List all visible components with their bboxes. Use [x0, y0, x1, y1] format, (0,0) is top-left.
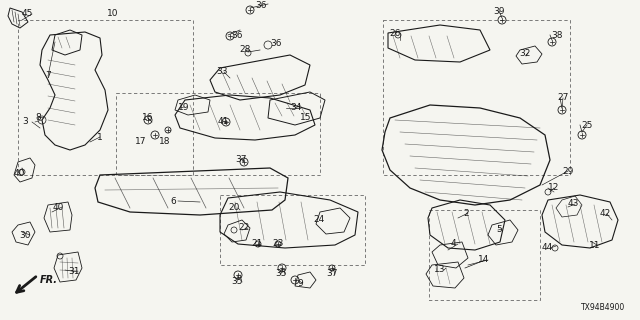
- Text: 25: 25: [581, 121, 593, 130]
- Text: 22: 22: [238, 223, 250, 233]
- Text: 14: 14: [478, 255, 490, 265]
- Text: 35: 35: [275, 269, 287, 278]
- Text: 12: 12: [548, 183, 560, 193]
- Text: 21: 21: [252, 238, 262, 247]
- Text: 37: 37: [326, 269, 338, 278]
- Text: 36: 36: [255, 2, 267, 11]
- Text: 20: 20: [228, 204, 240, 212]
- Text: 40: 40: [13, 169, 25, 178]
- Bar: [383, 20, 570, 175]
- Text: 39: 39: [493, 6, 505, 15]
- Text: 3: 3: [22, 117, 28, 126]
- Text: 30: 30: [19, 230, 31, 239]
- Text: 45: 45: [21, 10, 33, 19]
- Text: 38: 38: [551, 30, 563, 39]
- Text: 11: 11: [589, 241, 601, 250]
- Bar: [429, 210, 540, 300]
- Text: 10: 10: [108, 10, 119, 19]
- Bar: [220, 195, 365, 265]
- Text: 40: 40: [52, 203, 64, 212]
- Text: 34: 34: [291, 103, 301, 113]
- Text: 28: 28: [239, 45, 251, 54]
- Text: 35: 35: [231, 277, 243, 286]
- Text: 16: 16: [142, 114, 154, 123]
- Text: 36: 36: [270, 39, 282, 49]
- Text: 33: 33: [216, 68, 228, 76]
- Text: 23: 23: [272, 238, 284, 247]
- Text: 17: 17: [135, 137, 147, 146]
- Text: 27: 27: [557, 93, 569, 102]
- Text: 6: 6: [170, 196, 176, 205]
- Text: 43: 43: [567, 199, 579, 209]
- Text: 15: 15: [300, 114, 312, 123]
- Text: 4: 4: [450, 239, 456, 249]
- Text: 7: 7: [45, 71, 51, 81]
- Text: 26: 26: [389, 28, 401, 37]
- Text: 41: 41: [218, 116, 228, 125]
- Text: 37: 37: [236, 155, 247, 164]
- Text: 18: 18: [159, 137, 171, 146]
- Text: 8: 8: [35, 113, 41, 122]
- Text: 2: 2: [463, 209, 469, 218]
- Text: TX94B4900: TX94B4900: [580, 303, 625, 312]
- Text: 19: 19: [179, 102, 189, 111]
- Text: 36: 36: [231, 31, 243, 41]
- Text: 31: 31: [68, 268, 80, 276]
- Text: 5: 5: [496, 225, 502, 234]
- Bar: [18, 20, 193, 175]
- Text: 44: 44: [541, 244, 552, 252]
- Text: 13: 13: [435, 266, 445, 275]
- Text: 9: 9: [297, 278, 303, 287]
- Bar: [116, 93, 320, 175]
- Text: 42: 42: [600, 210, 611, 219]
- Text: 32: 32: [519, 49, 531, 58]
- Text: 24: 24: [314, 215, 324, 225]
- Text: FR.: FR.: [40, 275, 58, 285]
- Text: 29: 29: [563, 166, 573, 175]
- Text: 1: 1: [97, 132, 103, 141]
